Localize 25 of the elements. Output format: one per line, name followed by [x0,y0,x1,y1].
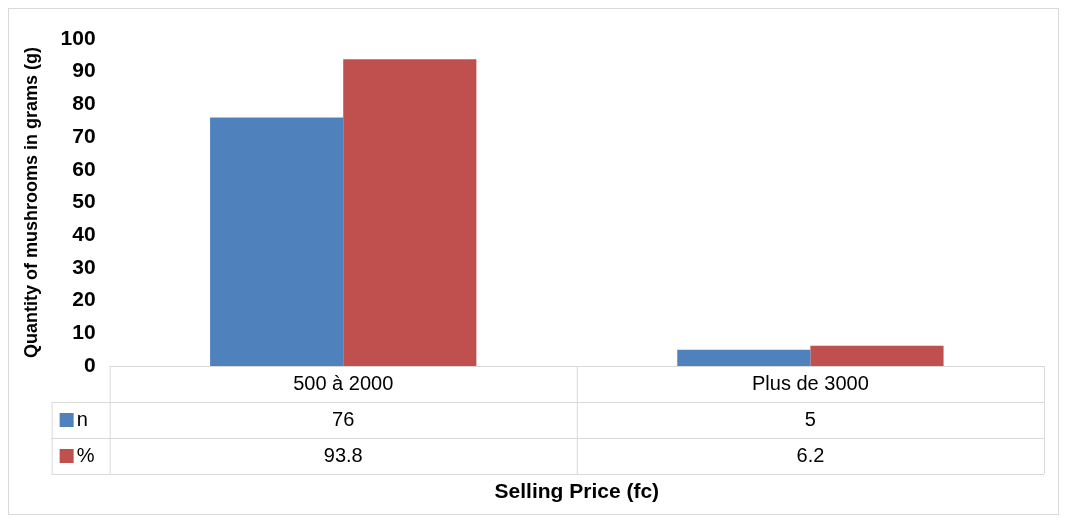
data-label: 76 [332,407,355,430]
x-axis-title: Selling Price (fc) [494,478,660,502]
bar [343,59,477,366]
y-tick-label: 80 [72,91,96,115]
y-tick-label: 70 [72,123,96,147]
y-axis-title: Quantity of mushrooms in grams (g) [20,46,41,359]
x-tick-label: 500 à 2000 [293,371,394,394]
legend-label: n [76,407,88,430]
data-label: 6.2 [796,443,825,466]
data-label: 93.8 [323,443,363,466]
bar [810,345,944,366]
legend-label: % [76,443,95,466]
x-tick-label: Plus de 3000 [752,371,869,394]
bar [677,349,811,366]
y-tick-label: 60 [72,156,96,180]
data-label: 5 [804,407,816,430]
y-tick-label: 100 [60,25,96,49]
y-tick-label: 10 [72,320,96,344]
bar [210,117,344,366]
y-tick-label: 30 [72,254,96,278]
y-tick-label: 90 [72,58,96,82]
y-tick-label: 0 [83,352,96,376]
y-tick-label: 40 [72,222,96,245]
y-tick-label: 50 [72,189,96,213]
y-tick-label: 20 [72,287,96,311]
